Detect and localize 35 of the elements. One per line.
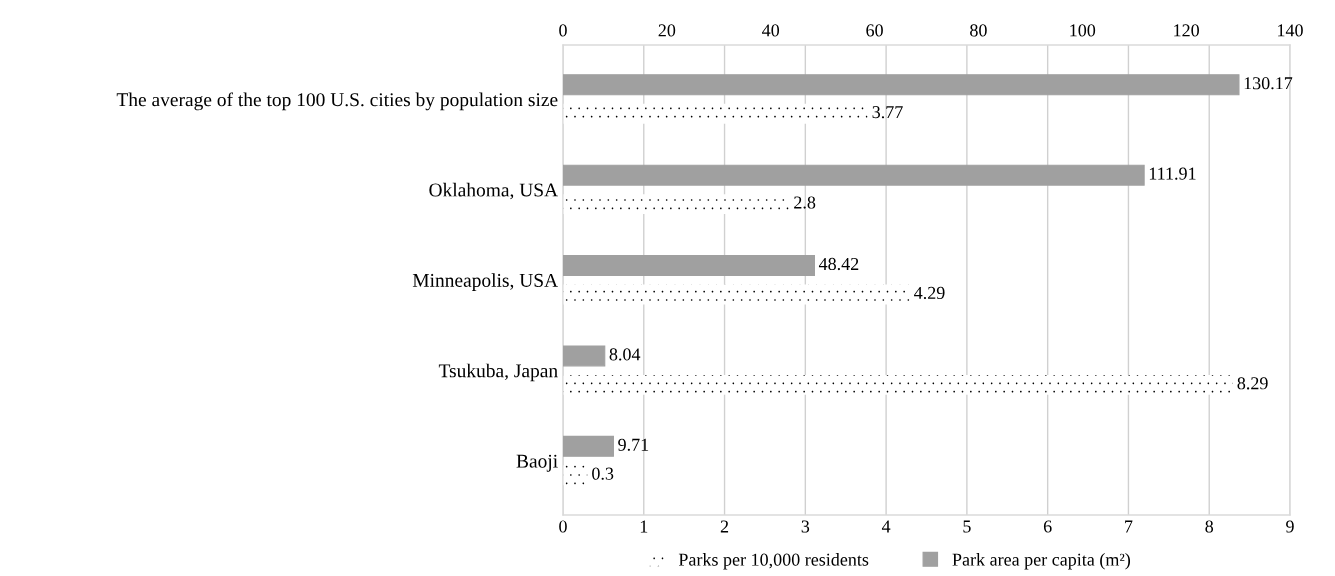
- x-tick-label: 9: [1286, 520, 1294, 533]
- x2-tick-label: 120: [1174, 24, 1199, 37]
- y-tick-label: Baoji: [516, 454, 558, 472]
- y-tick-label: Tsukuba, Japan: [438, 363, 558, 382]
- x2-tick-label: 60: [866, 24, 883, 37]
- y-tick-label: The average of the top 100 U.S. cities by population size: [116, 92, 558, 111]
- x2-tick-label: 140: [1278, 24, 1303, 37]
- x-tick-label: 6: [1043, 520, 1052, 533]
- data-label: 111.91: [1149, 167, 1196, 180]
- data-label: 2.8: [794, 196, 816, 209]
- x-tick-label: 8: [1205, 520, 1214, 533]
- data-label: 48.42: [818, 257, 859, 271]
- data-label: 8.29: [1237, 377, 1268, 390]
- legend-label: Park area per capita (m²): [952, 553, 1131, 570]
- data-label: 4.29: [914, 286, 945, 300]
- x-tick-label: 3: [801, 520, 810, 533]
- data-label: 8.04: [609, 348, 641, 361]
- x2-tick-label: 40: [762, 24, 780, 37]
- y-tick-label: Oklahoma, USA: [429, 182, 558, 200]
- x-tick-label: 1: [640, 520, 648, 533]
- x-tick-label: 0: [559, 520, 567, 533]
- y-tick-label: Minneapolis, USA: [412, 273, 558, 291]
- data-label: 3.77: [872, 106, 903, 119]
- data-label: 130.17: [1244, 77, 1293, 90]
- data-label: 0.3: [592, 467, 614, 480]
- x2-tick-label: 80: [970, 24, 987, 37]
- data-label: 9.71: [618, 438, 649, 451]
- x-tick-label: 7: [1125, 520, 1133, 533]
- x-tick-label: 4: [881, 520, 891, 533]
- x2-tick-label: 20: [658, 24, 676, 37]
- x-tick-label: 2: [720, 520, 729, 533]
- x-tick-label: 5: [963, 520, 971, 533]
- x2-tick-label: 100: [1070, 24, 1096, 37]
- x2-tick-label: 0: [559, 24, 567, 37]
- legend-label: Parks per 10,000 residents: [678, 553, 869, 570]
